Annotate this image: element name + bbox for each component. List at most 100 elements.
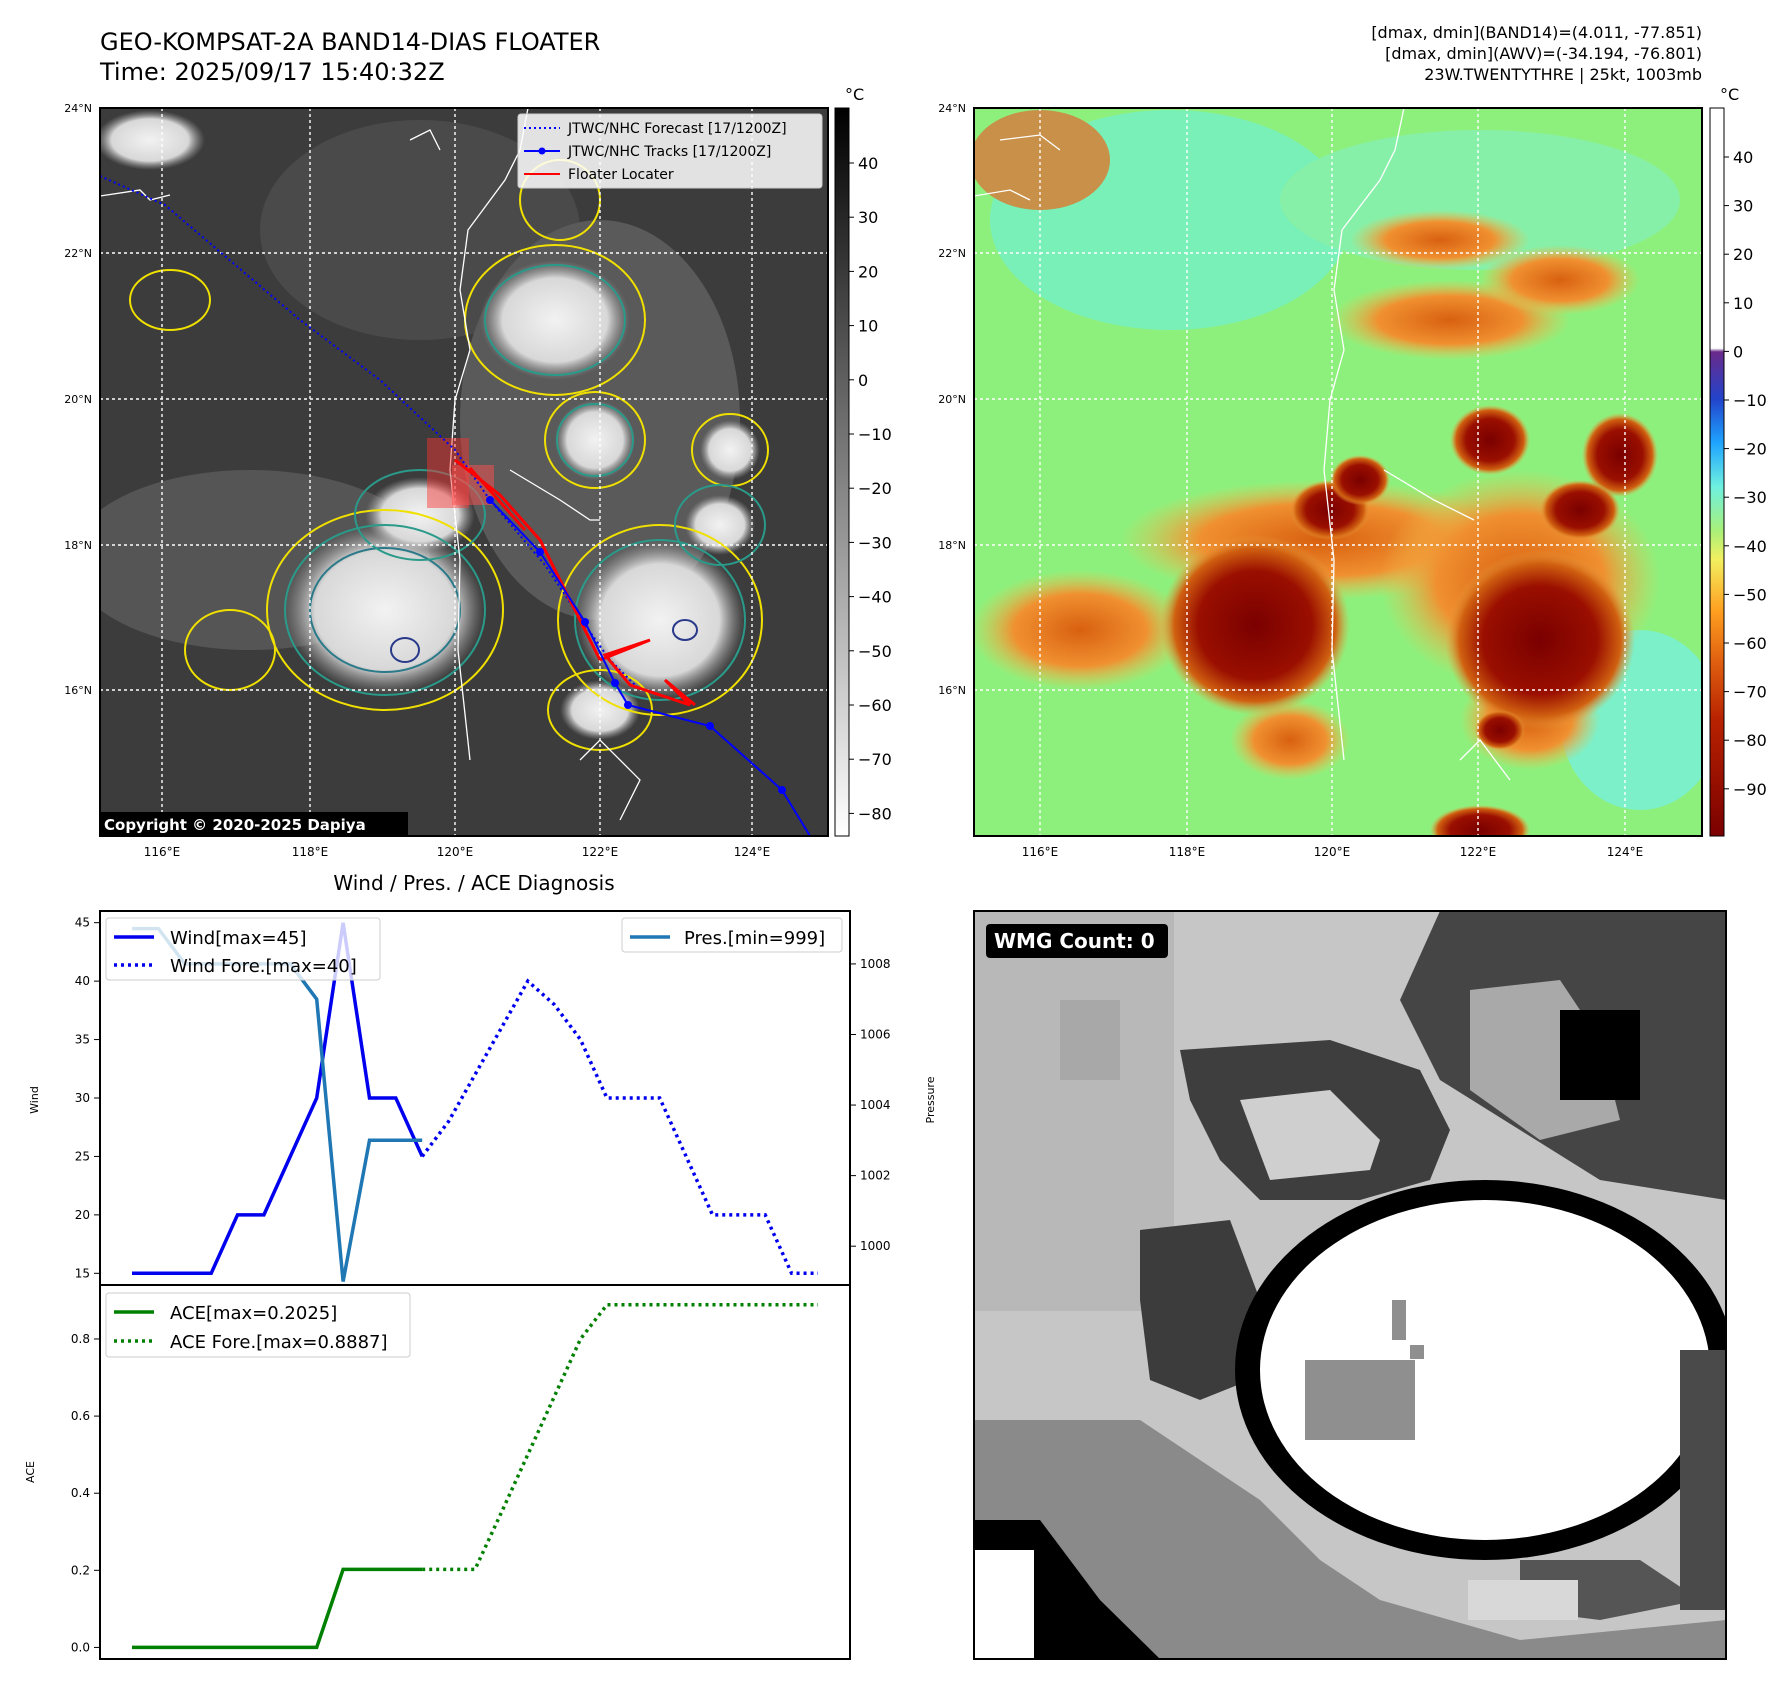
ir-colorbar-tick: 20	[858, 262, 878, 281]
info-band14: [dmax, dmin](BAND14)=(4.011, -77.851)	[1371, 23, 1702, 42]
ace-chart: ACE 0.00.20.40.60.8 ACE[max=0.2025] ACE …	[24, 1285, 850, 1659]
legend-forecast: JTWC/NHC Forecast [17/1200Z]	[567, 121, 787, 137]
wv-colorbar-tick: −30	[1733, 488, 1767, 507]
wmg-panel: WMG Count: 0	[974, 911, 1735, 1659]
y-tick-label: 0.4	[71, 1486, 90, 1500]
wv-lon-tick: 118°E	[1169, 845, 1206, 859]
ir-lat-tick: 18°N	[64, 539, 92, 552]
wv-colorbar-tick: −70	[1733, 683, 1767, 702]
wv-lon-tick: 120°E	[1314, 845, 1351, 859]
ir-lon-tick: 122°E	[582, 845, 619, 859]
wv-map-panel: 116°E 118°E 120°E 122°E 124°E 24°N 22°N …	[938, 85, 1767, 859]
ir-colorbar-tick: −40	[858, 588, 892, 607]
y2-tick-label: 1006	[860, 1027, 891, 1041]
ir-lat-ticks: 24°N 22°N 20°N 18°N 16°N	[64, 102, 92, 697]
ir-colorbar-tick: −10	[858, 425, 892, 444]
wv-colorbar-tick: 0	[1733, 342, 1743, 361]
ir-lon-ticks: 116°E 118°E 120°E 122°E 124°E	[144, 845, 771, 859]
ace-line	[132, 1569, 422, 1647]
y-tick-label: 0.0	[71, 1640, 90, 1654]
wv-colorbar-tick: −50	[1733, 585, 1767, 604]
wv-colorbar-tick: 40	[1733, 148, 1753, 167]
ir-colorbar-tick: 10	[858, 317, 878, 336]
wv-lat-ticks: 24°N 22°N 20°N 18°N 16°N	[938, 102, 966, 697]
wv-colorbar-tick: 30	[1733, 197, 1753, 216]
figure-time: Time: 2025/09/17 15:40:32Z	[99, 58, 445, 86]
wv-lat-tick: 22°N	[938, 247, 966, 260]
wv-colorbar-unit: °C	[1720, 85, 1739, 104]
wv-colorbar-tick: −20	[1733, 440, 1767, 459]
ir-colorbar-tick: 30	[858, 208, 878, 227]
ir-colorbar-tick: −80	[858, 804, 892, 823]
ace-legend: ACE[max=0.2025] ACE Fore.[max=0.8887]	[106, 1293, 410, 1357]
ir-legend: JTWC/NHC Forecast [17/1200Z] JTWC/NHC Tr…	[518, 114, 822, 188]
pres-legend: Pres.[min=999]	[622, 918, 842, 952]
wv-lat-tick: 16°N	[938, 684, 966, 697]
ir-colorbar-unit: °C	[845, 85, 864, 104]
y-tick-label: 0.8	[71, 1332, 90, 1346]
wv-imagery	[970, 108, 1720, 855]
pressure-line	[132, 929, 422, 1282]
y-tick-label: 40	[75, 974, 90, 988]
ir-colorbar-tick: −20	[858, 479, 892, 498]
wv-colorbar-tick: −60	[1733, 634, 1767, 653]
ir-lon-tick: 120°E	[437, 845, 474, 859]
wmg-count-label: WMG Count: 0	[994, 929, 1155, 953]
y2-tick-label: 1000	[860, 1239, 891, 1253]
ir-colorbar-tick: −30	[858, 533, 892, 552]
y-tick-label: 35	[75, 1033, 90, 1047]
legend-ace-fore: ACE Fore.[max=0.8887]	[170, 1332, 388, 1353]
ir-lat-tick: 22°N	[64, 247, 92, 260]
wv-lat-tick: 24°N	[938, 102, 966, 115]
wv-colorbar: °C 40 30 20 10 0 −10 −20 −30 −40 −50 −60 −70 −80 −90	[1710, 85, 1767, 836]
legend-locater: Floater Locater	[568, 167, 674, 183]
y2-tick-label: 1004	[860, 1098, 891, 1112]
wv-colorbar-tick: 10	[1733, 294, 1753, 313]
wv-colorbar-tick: −90	[1733, 780, 1767, 799]
y-tick-label: 15	[75, 1266, 90, 1280]
y-tick-label: 25	[75, 1149, 90, 1163]
figure-title: GEO-KOMPSAT-2A BAND14-DIAS FLOATER	[100, 28, 600, 56]
wind-forecast-line	[422, 981, 818, 1273]
ir-colorbar-tick: −60	[858, 696, 892, 715]
y-tick-label: 45	[75, 916, 90, 930]
wv-lat-tick: 18°N	[938, 539, 966, 552]
y-tick-label: 20	[75, 1208, 90, 1222]
pressure-axis-label: Pressure	[924, 1076, 937, 1123]
legend-wind-fore: Wind Fore.[max=40]	[170, 956, 357, 977]
wv-colorbar-tick: −80	[1733, 731, 1767, 750]
y-tick-label: 0.6	[71, 1409, 90, 1423]
legend-pres: Pres.[min=999]	[684, 928, 825, 949]
wv-lon-tick: 122°E	[1460, 845, 1497, 859]
ir-imagery: Copyright © 2020-2025 Dapiya JTWC/NHC Fo…	[70, 108, 828, 836]
ir-lon-tick: 118°E	[292, 845, 329, 859]
y2-tick-label: 1008	[860, 957, 891, 971]
wv-lon-tick: 116°E	[1022, 845, 1059, 859]
ir-map-panel: Copyright © 2020-2025 Dapiya JTWC/NHC Fo…	[64, 85, 892, 859]
info-storm: 23W.TWENTYTHRE | 25kt, 1003mb	[1424, 65, 1702, 84]
wv-lon-ticks: 116°E 118°E 120°E 122°E 124°E	[1022, 845, 1644, 859]
ir-colorbar-tick: −70	[858, 750, 892, 769]
ir-colorbar-tick: 0	[858, 371, 868, 390]
ir-lon-tick: 116°E	[144, 845, 181, 859]
y2-tick-label: 1002	[860, 1169, 891, 1183]
y-tick-label: 0.2	[71, 1563, 90, 1577]
diag-title: Wind / Pres. / ACE Diagnosis	[333, 871, 614, 895]
wv-lat-tick: 20°N	[938, 393, 966, 406]
legend-wind: Wind[max=45]	[170, 928, 307, 949]
wv-colorbar-tick: 20	[1733, 245, 1753, 264]
wind-axis-label: Wind	[28, 1086, 41, 1114]
info-awv: [dmax, dmin](AWV)=(-34.194, -76.801)	[1385, 44, 1702, 63]
legend-ace: ACE[max=0.2025]	[170, 1303, 337, 1324]
copyright-label: Copyright © 2020-2025 Dapiya	[104, 816, 366, 834]
ace-forecast-line	[422, 1305, 818, 1570]
wv-colorbar-tick: −40	[1733, 537, 1767, 556]
ir-lat-tick: 16°N	[64, 684, 92, 697]
wv-colorbar-tick: −10	[1733, 391, 1767, 410]
legend-tracks: JTWC/NHC Tracks [17/1200Z]	[567, 144, 771, 160]
ir-lat-tick: 24°N	[64, 102, 92, 115]
wv-lon-tick: 124°E	[1607, 845, 1644, 859]
